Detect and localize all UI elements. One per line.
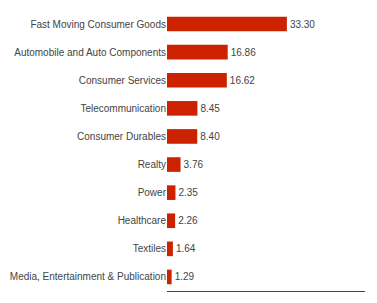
svg-text:1.29: 1.29 <box>175 271 195 282</box>
svg-text:Automobile and Auto Components: Automobile and Auto Components <box>14 47 166 58</box>
svg-text:Consumer Services: Consumer Services <box>79 75 166 86</box>
svg-text:16.86: 16.86 <box>231 47 256 58</box>
svg-text:Telecommunication: Telecommunication <box>80 103 166 114</box>
svg-text:8.45: 8.45 <box>200 103 220 114</box>
svg-text:Textiles: Textiles <box>133 243 166 254</box>
svg-text:16.62: 16.62 <box>230 75 255 86</box>
svg-text:Fast Moving Consumer Goods: Fast Moving Consumer Goods <box>30 19 166 30</box>
svg-text:Healthcare: Healthcare <box>118 215 167 226</box>
svg-text:8.40: 8.40 <box>200 131 220 142</box>
svg-text:Power: Power <box>138 187 167 198</box>
svg-text:Media, Entertainment & Publica: Media, Entertainment & Publication <box>10 271 166 282</box>
svg-text:Consumer Durables: Consumer Durables <box>77 131 166 142</box>
svg-text:33.30: 33.30 <box>290 19 315 30</box>
svg-text:2.26: 2.26 <box>178 215 198 226</box>
svg-text:Realty: Realty <box>138 159 166 170</box>
svg-text:3.76: 3.76 <box>184 159 204 170</box>
svg-text:1.64: 1.64 <box>176 243 196 254</box>
svg-text:2.35: 2.35 <box>178 187 198 198</box>
